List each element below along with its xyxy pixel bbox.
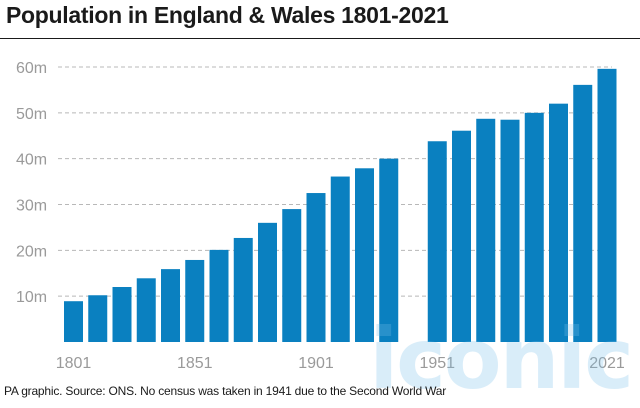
chart-title: Population in England & Wales 1801-2021 <box>6 2 449 28</box>
bar-1811 <box>88 295 108 342</box>
bar-1881 <box>258 222 277 342</box>
bar-1961 <box>452 130 471 342</box>
x-tick-label-1951: 1951 <box>419 355 455 372</box>
source-note: PA graphic. Source: ONS. No census was t… <box>4 384 447 398</box>
bar-1801 <box>64 301 83 342</box>
bar-2011 <box>573 84 593 342</box>
bar-chart: 10m 20m 30m 40m 50m 60m 1801 1851 1901 1951 2021 <box>16 60 625 372</box>
bar-1981 <box>500 119 520 342</box>
y-axis-labels: 10m 20m 30m 40m 50m 60m <box>16 60 47 306</box>
x-tick-label-2021: 2021 <box>589 355 625 372</box>
bar-1871 <box>233 237 253 342</box>
bar-1891 <box>282 209 302 342</box>
bar-1851 <box>185 259 205 342</box>
bar-1861 <box>209 249 229 342</box>
bar-1921 <box>355 168 374 342</box>
bar-1991 <box>524 112 544 342</box>
x-axis-labels: 1801 1851 1901 1951 2021 <box>56 355 625 372</box>
bar-1951 <box>427 141 447 342</box>
bar-2001 <box>549 103 568 342</box>
bar-1821 <box>112 287 132 342</box>
bar-1931 <box>379 158 399 342</box>
bar-2021 <box>597 68 617 342</box>
x-tick-label-1801: 1801 <box>56 355 92 372</box>
y-tick-label: 40m <box>16 152 47 169</box>
x-tick-label-1851: 1851 <box>177 355 213 372</box>
title-divider <box>0 38 640 39</box>
y-tick-label: 30m <box>16 198 47 215</box>
bar-1911 <box>330 176 350 342</box>
y-tick-label: 20m <box>16 243 47 260</box>
x-tick-label-1901: 1901 <box>298 355 334 372</box>
y-tick-label: 50m <box>16 106 47 123</box>
bar-1841 <box>161 269 180 342</box>
y-tick-label: 60m <box>16 60 47 77</box>
bar-1831 <box>136 278 156 342</box>
bars <box>64 68 617 343</box>
bar-1901 <box>306 193 326 342</box>
y-tick-label: 10m <box>16 289 47 306</box>
bar-1971 <box>476 118 496 343</box>
